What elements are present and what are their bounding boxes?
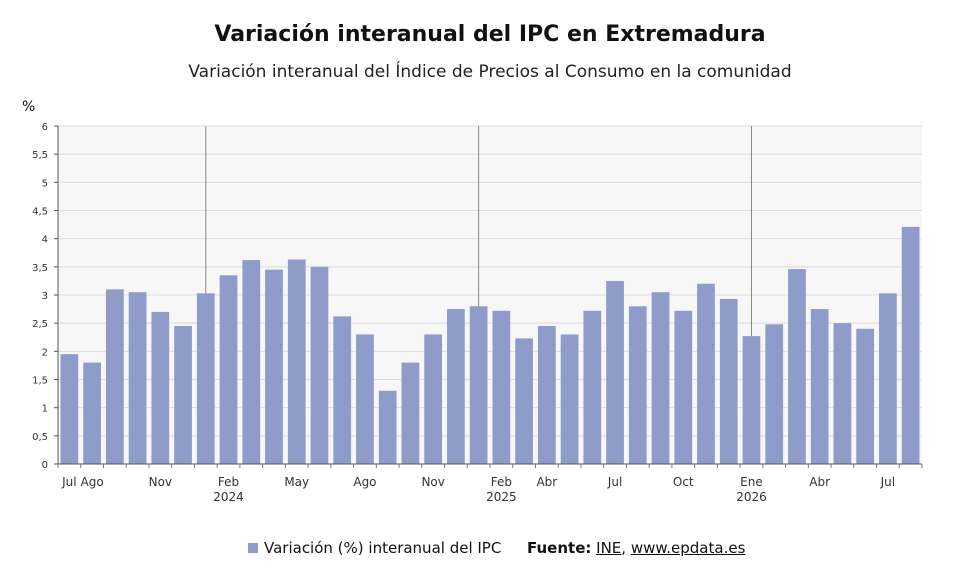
- year-label: 2026: [736, 490, 767, 504]
- bar[interactable]: [151, 311, 170, 464]
- x-tick-label: Oct: [673, 475, 694, 489]
- bar[interactable]: [719, 298, 738, 464]
- y-tick-label: 1,5: [32, 376, 48, 387]
- source-link-ine[interactable]: INE: [596, 539, 622, 557]
- x-tick-label: Jul: [607, 475, 622, 489]
- bar[interactable]: [515, 338, 533, 464]
- y-tick-label: 4,5: [32, 207, 48, 218]
- x-tick-label: Ene: [740, 475, 763, 489]
- x-tick-label: May: [284, 475, 309, 489]
- bar[interactable]: [537, 325, 556, 464]
- bar[interactable]: [901, 226, 920, 464]
- year-label: 2025: [486, 490, 517, 504]
- x-tick-label: Abr: [536, 475, 557, 489]
- source-separator: ,: [621, 539, 627, 557]
- chart-title: Variación interanual del IPC en Extremad…: [214, 22, 766, 47]
- y-tick-label: 5: [42, 178, 48, 189]
- x-tick-label: Jul: [880, 475, 895, 489]
- chart-subtitle: Variación interanual del Índice de Preci…: [188, 62, 792, 82]
- bar[interactable]: [765, 324, 784, 464]
- x-tick-label: Feb: [491, 475, 512, 489]
- bar[interactable]: [674, 310, 693, 464]
- x-tick-label: Ago: [81, 475, 104, 489]
- y-tick-label: 4: [42, 235, 48, 246]
- y-tick-label: 2,5: [32, 319, 48, 330]
- bar[interactable]: [242, 260, 261, 464]
- bar[interactable]: [810, 309, 829, 464]
- x-tick-label: Nov: [149, 475, 172, 489]
- bar[interactable]: [265, 269, 283, 464]
- y-tick-label: 2: [42, 347, 48, 358]
- x-tick-label: Nov: [421, 475, 444, 489]
- y-tick-label: 5,5: [32, 150, 48, 161]
- source-prefix: Fuente:: [527, 539, 592, 557]
- bar[interactable]: [583, 310, 602, 464]
- bar[interactable]: [401, 362, 420, 464]
- bar[interactable]: [742, 336, 761, 464]
- legend-swatch: [248, 543, 258, 553]
- bar[interactable]: [606, 280, 624, 464]
- bar[interactable]: [424, 334, 443, 464]
- bar[interactable]: [310, 266, 329, 464]
- y-tick-label: 1: [42, 404, 48, 415]
- bar[interactable]: [128, 292, 147, 464]
- x-tick-label: Feb: [218, 475, 239, 489]
- bar[interactable]: [651, 292, 670, 464]
- year-label: 2024: [213, 490, 244, 504]
- y-tick-label: 3: [42, 291, 48, 302]
- y-tick-label: 3,5: [32, 263, 48, 274]
- bar[interactable]: [560, 334, 579, 464]
- bar[interactable]: [287, 259, 306, 464]
- source: Fuente: INE, www.epdata.es: [527, 539, 745, 557]
- source-link-epdata[interactable]: www.epdata.es: [630, 539, 746, 557]
- bar[interactable]: [879, 293, 897, 464]
- y-tick-label: 0: [42, 460, 48, 471]
- bar[interactable]: [469, 306, 488, 464]
- bar[interactable]: [105, 289, 124, 464]
- bar[interactable]: [492, 310, 511, 464]
- bar[interactable]: [697, 283, 715, 464]
- y-axis-unit: %: [22, 99, 36, 115]
- x-tick-label: Abr: [809, 475, 830, 489]
- bar[interactable]: [788, 269, 806, 464]
- bar[interactable]: [447, 309, 465, 464]
- bar[interactable]: [219, 275, 238, 464]
- bar[interactable]: [628, 306, 647, 464]
- bar[interactable]: [83, 362, 101, 464]
- bar[interactable]: [60, 354, 79, 464]
- bar[interactable]: [196, 293, 215, 464]
- bar[interactable]: [356, 334, 374, 464]
- x-tick-label: Jul: [61, 475, 76, 489]
- bar[interactable]: [378, 390, 397, 464]
- bar[interactable]: [833, 323, 852, 464]
- x-tick-label: Ago: [353, 475, 376, 489]
- y-tick-label: 6: [42, 122, 48, 133]
- bar[interactable]: [333, 316, 352, 464]
- bar[interactable]: [174, 325, 192, 464]
- legend-label: Variación (%) interanual del IPC: [264, 539, 502, 557]
- y-tick-label: 0,5: [32, 432, 48, 443]
- legend[interactable]: Variación (%) interanual del IPC: [248, 539, 501, 557]
- bar[interactable]: [856, 328, 875, 464]
